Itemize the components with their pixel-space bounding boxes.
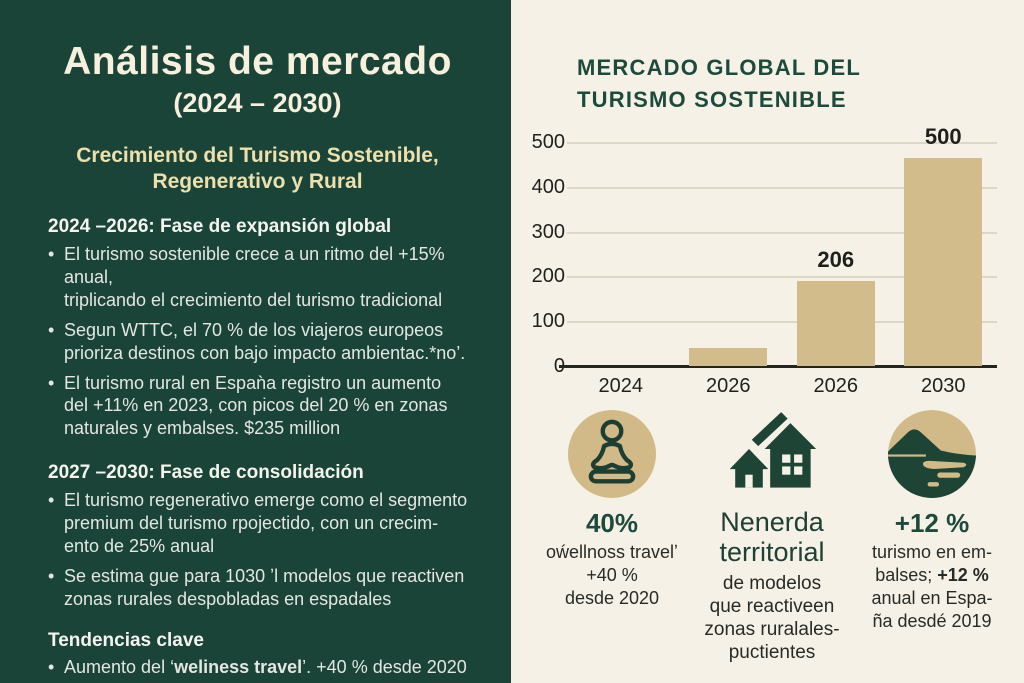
y-tick-label: 200 [531,265,565,288]
x-axis-line [559,365,997,368]
bullet-text: Aumento del ‘weliness travel’. +40 % des… [64,657,467,678]
bullet-icon: • [48,319,55,340]
bar-plot: 206 500 [559,124,997,368]
gridline [567,186,997,189]
section-expansion: 2024 –2026: Fase de expansión global • E… [48,216,493,440]
left-panel: Análisis de mercado (2024 – 2030) Crecim… [0,0,511,683]
subtitle: Crecimiento del Turismo Sostenible, Rege… [76,144,439,193]
list-item: • El turismo sostenible crece a un ritmo… [48,243,493,312]
title-block: Análisis de mercado (2024 – 2030) Crecim… [48,40,493,194]
title-years: (2024 – 2030) [173,88,342,118]
bar-2030 [904,157,983,366]
houses-icon [692,408,852,500]
trends-heading: Tendencias clave [48,630,204,652]
highlight-reservoir: +12 % turismo en em- balses; +12 % anual… [852,408,1012,665]
x-tick-label: 2026 [813,375,859,397]
section-trends: Tendencias clave • Aumento del ‘weliness… [48,630,493,679]
highlight-territorial: Nenerda territorial de modelos que react… [692,408,852,665]
right-panel: MERCADO GLOBAL DEL TURISMO SOSTENIBLE 0 1… [511,0,1024,683]
bar-chart: 0 100 200 300 400 500 206 500 2024 2026 2026 2030 [511,124,1024,397]
x-tick-label: 2030 [921,375,966,397]
gridline [567,276,997,279]
section-consolidation: 2027 –2030: Fase de consolidación • El t… [48,462,493,610]
wellness-stat: 40% [585,508,639,538]
chart-title: MERCADO GLOBAL DEL TURISMO SOSTENIBLE [577,55,861,112]
bullet-icon: • [48,657,55,678]
bullet-icon: • [48,244,55,265]
bullet-text: Segun WTTC, el 70 % de los viajeros euro… [64,319,466,363]
bullet-icon: • [48,490,55,511]
y-tick-label: 100 [531,310,565,333]
list-item: • El turismo rural en Espaǹa registro un… [48,372,493,441]
list-item: • Aumento del ‘weliness travel’. +40 % d… [48,656,493,679]
bar-value-label: 500 [924,123,962,149]
lake-icon [852,408,1012,500]
wellness-travel-emphasis: weliness travel [174,657,303,678]
gridline [567,142,997,144]
x-tick-label: 2026 [706,375,751,397]
gridline [567,321,997,324]
list-item: • Segun WTTC, el 70 % de los viajeros eu… [48,319,493,365]
section-heading: 2027 –2030: Fase de consolidación [48,462,364,484]
reservoir-caption: turismo en em- balses; +12 % anual en Es… [871,542,993,631]
highlight-wellness: 40% oẃellnoss travelʼ +40 % desde 2020 [532,408,692,665]
list-item: • Se estima gue para 1030 ʼl modelos que… [48,565,493,611]
territorial-title: Nenerda territorial [719,507,825,567]
page-title: Análisis de mercado [63,40,452,83]
section-heading: 2024 –2026: Fase de expansión global [48,216,392,238]
bar-2026 [796,280,875,366]
x-axis: 2024 2026 2026 2030 [567,375,997,401]
x-tick-label: 2024 [598,375,644,397]
bullet-icon: • [48,372,55,393]
y-tick-label: 0 [515,355,565,378]
reservoir-stat: +12 % [894,508,970,538]
bullet-text: Se estima gue para 1030 ʼl modelos que r… [64,565,465,609]
bullet-text: El turismo rural en Espaǹa registro un a… [64,372,448,439]
bar-2026 [689,348,768,366]
reservoir-stat-inline: +12 % [937,564,989,585]
meditation-icon [532,408,692,500]
wellness-caption: oẃellnoss travelʼ +40 % desde 2020 [545,542,679,608]
y-tick-label: 500 [531,131,565,153]
bullet-text: El turismo sostenible crece a un ritmo d… [64,244,445,310]
gridline [567,231,997,234]
bullet-text: El turismo regenerativo emerge como el s… [64,490,468,556]
bar-value-label: 206 [817,246,855,272]
list-item: • El turismo regenerativo emerge como el… [48,489,493,558]
y-tick-label: 400 [531,175,565,198]
y-tick-label: 300 [531,220,565,243]
y-axis: 0 100 200 300 400 500 [515,131,565,377]
highlights-row: 40% oẃellnoss travelʼ +40 % desde 2020 [532,408,1012,665]
bullet-icon: • [48,565,55,586]
territorial-caption: de modelos que reactiveen zonas ruralale… [704,573,840,663]
